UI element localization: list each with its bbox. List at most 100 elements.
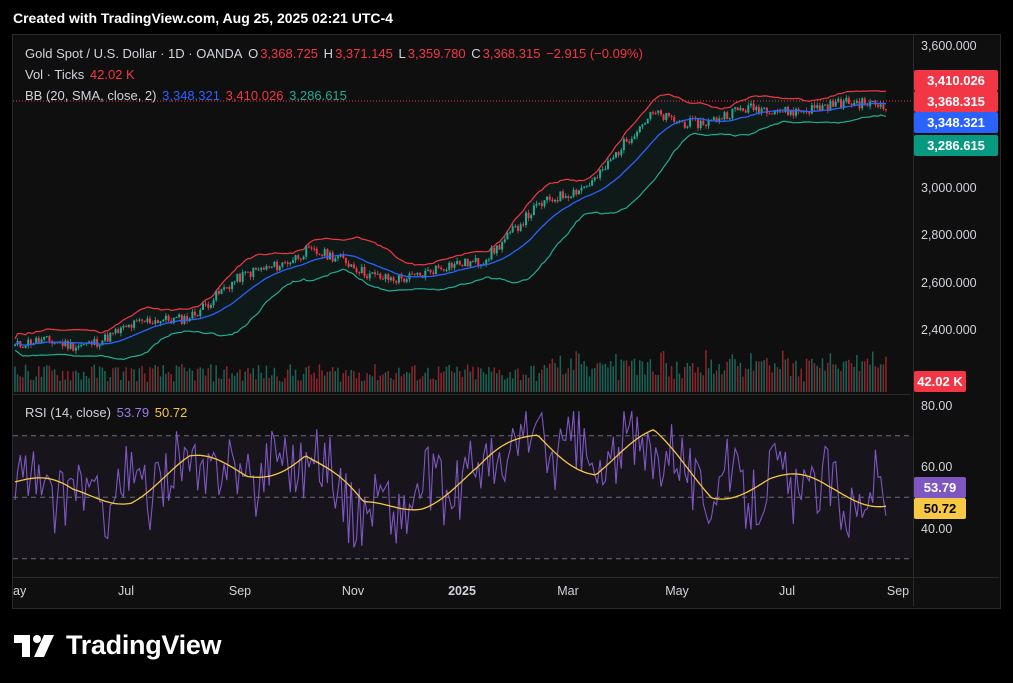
candle-body [162,319,165,322]
candle-body [826,104,829,111]
volume-bar [739,362,742,392]
candle-body [765,107,768,114]
volume-bar [607,367,609,392]
volume-bar [792,363,794,392]
volume-bar [53,369,56,392]
volume-bar [620,359,622,392]
volume-bar [721,374,723,392]
candle-body [254,267,257,270]
candle-body [334,258,337,262]
candle-body [726,112,729,120]
candle-body [64,340,67,347]
legend-close: 3,368.315 [482,46,541,61]
legend-vol-label: Vol · Ticks [25,67,85,82]
volume-bar [612,366,614,392]
volume-bar [289,364,291,392]
candle-body [43,337,46,340]
candle-body [702,120,705,125]
volume-bar [564,373,567,392]
volume-bar [850,363,853,392]
volume-bar [482,372,485,392]
candle-body [223,287,226,290]
price-tick-label: 3,600.000 [921,39,977,53]
volume-bar [549,363,551,392]
volume-bar [366,373,368,392]
candle-body [419,272,422,276]
candle-body [503,239,506,242]
volume-bar [85,376,88,392]
candle-body [474,258,477,262]
badge-bb-upper: 3,410.026 [914,70,998,91]
candle-body [225,287,228,289]
candle-body [117,329,120,334]
volume-bar [670,365,673,392]
candle-body [572,189,575,197]
candle-body [273,261,276,267]
price-tick-label: 2,400.000 [921,323,977,337]
volume-bar [480,368,482,392]
candle-body [813,105,816,108]
candle-body [559,191,562,202]
candle-body [519,224,522,231]
volume-bar [596,363,599,392]
candle-body [570,196,572,198]
volume-bar [247,367,249,392]
candle-body [464,258,467,267]
volume-bar [257,365,260,392]
candle-body [866,105,869,107]
candle-body [657,110,660,114]
candle-body [262,268,265,270]
volume-bar [416,380,419,392]
volume-bar [853,367,855,392]
volume-bar [864,361,866,392]
volume-bar [30,379,32,392]
candle-body [427,269,429,271]
candle-body [35,337,38,344]
candle-body [482,264,485,265]
volume-bar [601,364,604,392]
tradingview-logo[interactable]: TradingView [14,630,222,661]
volume-bar [249,373,252,392]
volume-bar [882,364,885,392]
candle-body [620,150,623,156]
candle-body [842,101,845,108]
candle-body [450,262,453,268]
candle-body [577,190,580,195]
volume-bar [93,364,96,392]
volume-bar [713,373,715,392]
candle-body [119,327,122,334]
legend-volume: Vol · Ticks 42.02 K [25,67,137,82]
candle-body [21,346,24,348]
volume-bar [106,381,109,392]
candle-body [617,152,620,156]
volume-bar [67,371,69,392]
candle-body [382,278,384,280]
volume-bar [488,367,490,392]
volume-bar [339,381,342,392]
price-tick-label: 3,000.000 [921,181,977,195]
volume-bar [255,379,257,392]
legend-h-label: H [323,46,334,61]
volume-bar [14,366,16,392]
candle-body [400,275,403,279]
volume-bar [840,371,842,392]
candle-body [779,111,782,113]
candle-body [517,226,519,231]
candle-body [112,332,114,334]
candle-body [747,105,750,113]
volume-bar [456,366,458,392]
top-caption: Created with TradingView.com, Aug 25, 20… [13,10,393,26]
volume-bar [710,359,712,392]
candle-body [458,261,461,265]
candle-body [609,159,612,161]
volume-bar [694,372,697,392]
candle-body [472,261,474,263]
candle-body [601,169,604,171]
candle-body [554,200,557,202]
candle-body [630,139,633,143]
candle-body [596,177,599,179]
candle-body [837,99,840,102]
candle-body [233,281,236,283]
candle-body [257,269,260,271]
